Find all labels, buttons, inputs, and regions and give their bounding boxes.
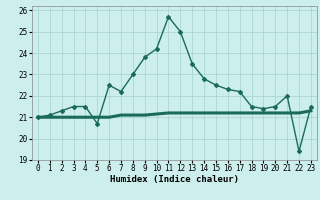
X-axis label: Humidex (Indice chaleur): Humidex (Indice chaleur) [110, 175, 239, 184]
